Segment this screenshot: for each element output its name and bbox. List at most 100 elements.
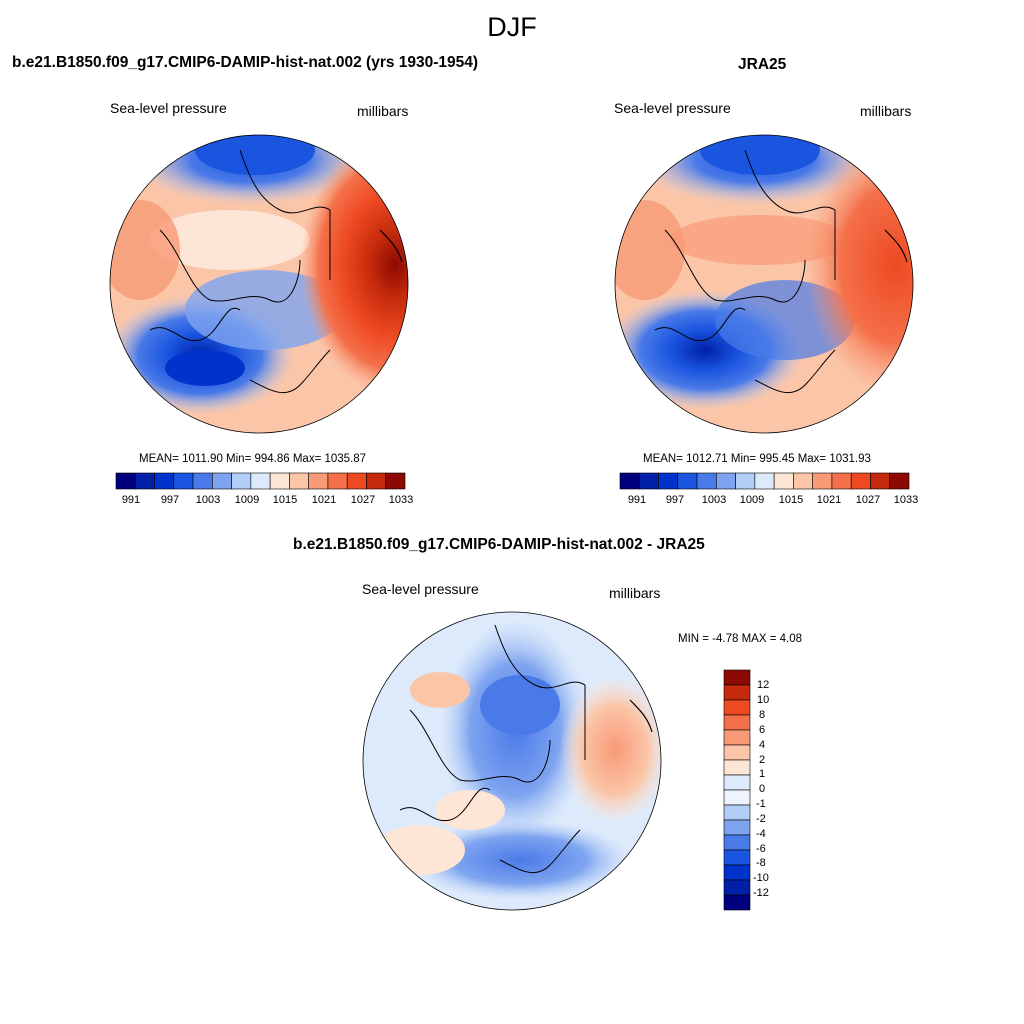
panel-2-colorbar-tick: 1033	[893, 494, 919, 506]
panel-1-units-label: millibars	[357, 103, 409, 119]
colorbar-swatch	[723, 729, 751, 746]
panel-3-colorbar-tick: -8	[756, 857, 766, 869]
colorbar-swatch	[812, 472, 833, 490]
panel-1-map	[110, 135, 408, 433]
panel-2-map	[615, 135, 913, 433]
panel-3-title: b.e21.B1850.f09_g17.CMIP6-DAMIP-hist-nat…	[293, 536, 705, 553]
colorbar-swatch	[723, 789, 751, 806]
panel-1-colorbar-tick: 1009	[234, 494, 260, 506]
colorbar-swatch	[723, 879, 751, 896]
colorbar-swatch	[366, 472, 387, 490]
panel-2-colorbar	[619, 472, 910, 490]
colorbar-swatch	[212, 472, 232, 490]
panel-1-colorbar-tick: 1021	[311, 494, 337, 506]
colorbar-swatch	[723, 819, 751, 836]
panel-3-map	[363, 612, 661, 910]
panel-1-colorbar-tick: 1003	[195, 494, 221, 506]
panel-1-colorbar-tick: 1015	[272, 494, 298, 506]
panel-1-title: b.e21.B1850.f09_g17.CMIP6-DAMIP-hist-nat…	[12, 54, 479, 71]
panel-3-stats: MIN = -4.78 MAX = 4.08	[678, 633, 803, 645]
panel-3-colorbar-tick: -1	[756, 798, 766, 810]
panel-3-colorbar-tick: 2	[759, 754, 766, 766]
colorbar-swatch	[192, 472, 213, 490]
panel-3-colorbar	[723, 669, 751, 911]
colorbar-swatch	[154, 472, 175, 490]
colorbar-swatch	[723, 714, 751, 731]
colorbar-swatch	[723, 744, 751, 761]
panel-3-colorbar-tick: -2	[756, 813, 766, 825]
panel-1-map-border	[109, 134, 409, 434]
panel-1-colorbar-tick: 1027	[350, 494, 376, 506]
colorbar-swatch	[773, 472, 794, 490]
colorbar-swatch	[723, 684, 751, 701]
figure-title: DJF	[487, 12, 537, 42]
colorbar-swatch	[696, 472, 717, 490]
colorbar-swatch	[723, 759, 751, 776]
panel-3-colorbar-tick: -12	[753, 887, 769, 899]
colorbar-swatch	[723, 699, 751, 716]
panel-1-colorbar-tick: 991	[121, 494, 141, 506]
colorbar-swatch	[173, 472, 194, 490]
colorbar-swatch	[327, 472, 348, 490]
panel-2-units-label: millibars	[860, 103, 912, 119]
panel-2-stats: MEAN= 1012.71 Min= 995.45 Max= 1031.93	[643, 453, 871, 465]
panel-2-colorbar-tick: 997	[665, 494, 685, 506]
colorbar-swatch	[250, 472, 271, 490]
panel-2-map-border	[614, 134, 914, 434]
colorbar-swatch	[735, 472, 756, 490]
panel-1-colorbar-tick: 997	[160, 494, 180, 506]
colorbar-swatch	[723, 849, 751, 866]
panel-2-colorbar-tick: 1003	[701, 494, 727, 506]
colorbar-swatch	[850, 472, 871, 490]
panel-2-variable-label: Sea-level pressure	[614, 100, 731, 116]
panel-3-colorbar-tick: -6	[756, 843, 766, 855]
panel-3-colorbar-tick: 1	[759, 768, 766, 780]
colorbar-swatch	[289, 472, 309, 490]
colorbar-swatch	[269, 472, 290, 490]
colorbar-swatch	[723, 804, 751, 821]
panel-1-colorbar	[115, 472, 406, 490]
colorbar-swatch	[658, 472, 679, 490]
panel-3-colorbar-tick: -4	[756, 828, 766, 840]
colorbar-swatch	[754, 472, 775, 490]
colorbar-swatch	[723, 834, 751, 851]
colorbar-swatch	[619, 472, 640, 490]
colorbar-swatch	[134, 472, 155, 490]
panel-2-colorbar-tick: 1027	[855, 494, 881, 506]
colorbar-swatch	[723, 774, 751, 791]
panel-2-colorbar-tick: 1021	[816, 494, 842, 506]
colorbar-swatch	[308, 472, 329, 490]
colorbar-swatch	[677, 472, 698, 490]
colorbar-swatch	[385, 472, 406, 490]
colorbar-swatch	[638, 472, 659, 490]
panel-1-colorbar-tick: 1033	[388, 494, 414, 506]
panel-3-variable-label: Sea-level pressure	[362, 581, 479, 597]
panel-1-variable-label: Sea-level pressure	[110, 100, 227, 116]
panel-2-colorbar-tick: 991	[627, 494, 647, 506]
colorbar-swatch	[115, 472, 136, 490]
colorbar-swatch	[723, 894, 751, 911]
panel-3-colorbar-tick: -10	[753, 872, 769, 884]
panel-2-colorbar-tick: 1015	[778, 494, 804, 506]
panel-3-units-label: millibars	[609, 585, 661, 601]
panel-3-colorbar-tick: 4	[759, 739, 766, 751]
panel-3-colorbar-tick: 8	[759, 709, 766, 721]
panel-3-colorbar-tick: 0	[759, 783, 766, 795]
panel-1-stats: MEAN= 1011.90 Min= 994.86 Max= 1035.87	[139, 453, 367, 465]
colorbar-swatch	[870, 472, 891, 490]
colorbar-swatch	[889, 472, 910, 490]
panel-3-colorbar-tick: 6	[759, 724, 766, 736]
panel-2-title: JRA25	[738, 56, 787, 73]
colorbar-swatch	[716, 472, 736, 490]
panel-2-colorbar-tick: 1009	[739, 494, 765, 506]
panel-3-colorbar-tick: 12	[757, 679, 770, 691]
colorbar-swatch	[231, 472, 252, 490]
colorbar-swatch	[723, 669, 751, 686]
panel-3-map-border	[362, 611, 662, 911]
colorbar-swatch	[723, 864, 751, 881]
panel-3-colorbar-tick: 10	[757, 694, 770, 706]
colorbar-swatch	[831, 472, 852, 490]
colorbar-swatch	[793, 472, 813, 490]
colorbar-swatch	[346, 472, 367, 490]
